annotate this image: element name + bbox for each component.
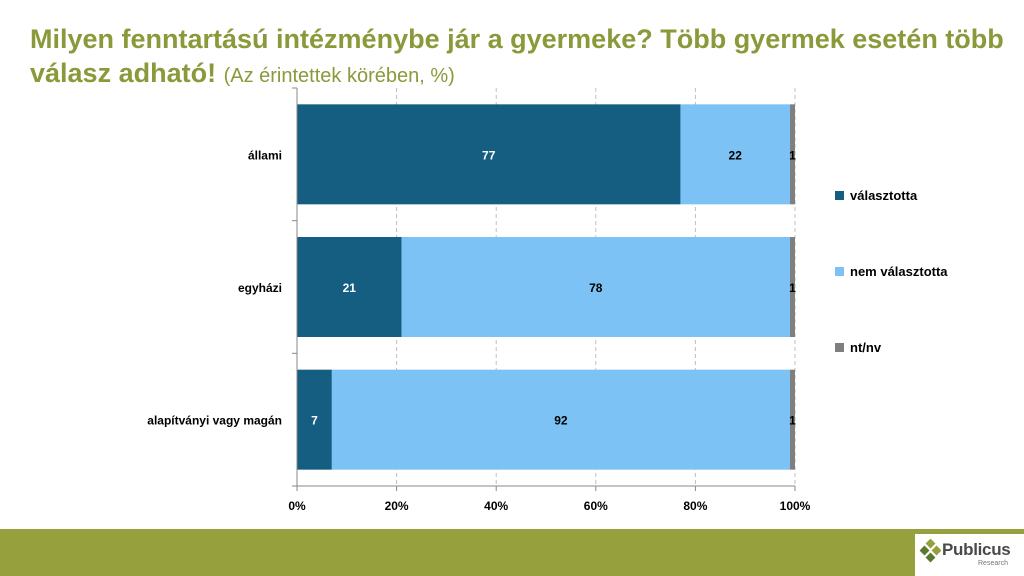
bar-segment — [790, 104, 795, 205]
publicus-logo-icon — [919, 539, 941, 563]
data-label: 1 — [789, 148, 796, 162]
bar-segment — [680, 104, 791, 205]
publicus-logo: Publicus Research — [915, 534, 1024, 576]
x-tick-label: 20% — [385, 499, 409, 513]
data-label: 1 — [789, 281, 796, 295]
data-label: 22 — [729, 148, 743, 162]
bar-segment — [297, 104, 681, 205]
category-label: állami — [248, 148, 282, 162]
legend-swatch — [835, 191, 844, 200]
data-label: 92 — [554, 414, 568, 428]
x-tick-label: 40% — [484, 499, 508, 513]
data-label: 78 — [589, 281, 603, 295]
data-label: 7 — [311, 414, 318, 428]
data-label: 21 — [343, 281, 357, 295]
title-main: Milyen fenntartású intézménybe jár a gye… — [30, 24, 1004, 88]
data-label: 1 — [789, 414, 796, 428]
x-tick-label: 80% — [683, 499, 707, 513]
legend-label: választotta — [850, 188, 918, 203]
bar-segment — [297, 369, 332, 470]
logo-name: Publicus — [942, 540, 1011, 559]
stacked-bar-chart: 77 22 1 állami 21 78 1 egyházi 7 92 1 alapítványi v… — [147, 87, 948, 513]
legend-swatch — [835, 343, 844, 352]
title-subtitle: (Az érintettek körében, %) — [223, 65, 455, 87]
page-title: Milyen fenntartású intézménybe jár a gye… — [30, 22, 1010, 93]
bar-segment — [331, 369, 791, 470]
x-tick-label: 60% — [584, 499, 608, 513]
data-label: 77 — [482, 148, 496, 162]
legend-label: nem választotta — [850, 264, 948, 279]
bar-segment — [297, 237, 402, 337]
legend-swatch — [835, 267, 844, 276]
legend-label: nt/nv — [850, 340, 882, 355]
bar-segment — [401, 237, 791, 337]
logo-sub: Research — [978, 560, 1008, 567]
footer-bar — [0, 529, 1024, 576]
category-label: egyházi — [238, 281, 282, 295]
x-tick-label: 100% — [780, 499, 811, 513]
x-tick-label: 0% — [288, 499, 306, 513]
category-label: alapítványi vagy magán — [147, 414, 282, 428]
bar-segment — [790, 369, 795, 470]
bar-segment — [790, 237, 795, 337]
